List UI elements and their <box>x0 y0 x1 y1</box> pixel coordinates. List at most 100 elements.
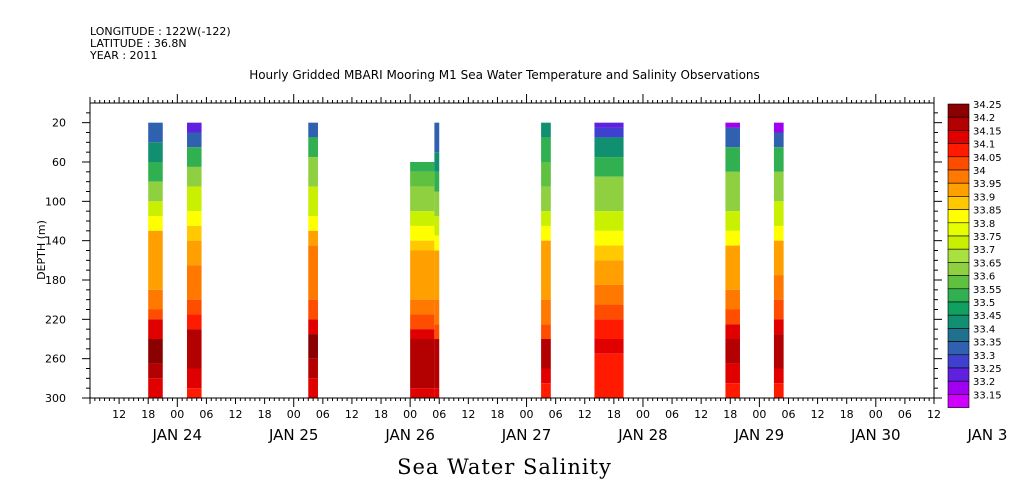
colorbar-label: 34.05 <box>973 153 1002 164</box>
profile-5-band-2 <box>541 162 551 187</box>
profile-1-band-0 <box>187 122 202 133</box>
colorbar-swatch <box>947 235 970 250</box>
profile-5-band-0 <box>541 122 551 138</box>
profile-7-band-9 <box>725 324 740 339</box>
profile-3-band-9 <box>410 329 435 339</box>
profile-5-band-5 <box>541 225 551 241</box>
profile-4-band-9 <box>434 339 440 389</box>
profile-7-band-12 <box>725 383 740 398</box>
profile-8-band-5 <box>773 225 784 241</box>
x-day-label: JAN 29 <box>734 426 785 444</box>
x-hour-label: 00 <box>520 408 534 421</box>
x-hour-label: 12 <box>461 408 475 421</box>
profile-5-band-1 <box>541 137 551 162</box>
x-hour-label: 12 <box>578 408 592 421</box>
profile-7-band-5 <box>725 230 740 246</box>
y-tick-label: 20 <box>52 117 66 130</box>
profile-0-band-10 <box>148 339 163 364</box>
colorbar-label: 34.15 <box>973 126 1002 137</box>
profile-3-band-0 <box>410 162 435 172</box>
colorbar-swatch <box>947 341 970 356</box>
profile-8-band-9 <box>773 319 784 335</box>
axis-ticks: 12 18 00 06 12 18 00 06 12 18 00 06 12 18 00 06 12 18 00 06… <box>45 94 1009 444</box>
x-hour-label: 18 <box>723 408 737 421</box>
profile-7-band-11 <box>725 363 740 384</box>
y-tick-label: 180 <box>45 274 66 287</box>
profile-0-band-7 <box>148 289 163 310</box>
profile-6-band-1 <box>594 127 624 138</box>
x-hour-label: 12 <box>229 408 243 421</box>
profile-3-band-7 <box>410 299 435 315</box>
colorbar-swatch <box>947 156 970 171</box>
colorbar-swatch <box>947 367 970 382</box>
x-hour-label: 18 <box>141 408 155 421</box>
profile-2-band-7 <box>308 299 318 320</box>
profile-2-band-5 <box>308 230 318 246</box>
profile-1-band-7 <box>187 240 202 266</box>
profile-6-band-12 <box>594 339 624 354</box>
profile-8-band-12 <box>773 383 784 398</box>
colorbar-swatch <box>947 196 970 210</box>
profile-1-band-3 <box>187 166 202 187</box>
colorbar-swatch <box>947 143 970 158</box>
profile-0-band-4 <box>148 201 163 217</box>
profile-6-band-3 <box>594 157 624 177</box>
x-hour-label: 00 <box>636 408 650 421</box>
profile-1-band-4 <box>187 186 202 212</box>
colorbar-label: 33.15 <box>973 390 1002 401</box>
x-hour-label: 06 <box>898 408 912 421</box>
x-day-label: JAN 24 <box>152 426 203 444</box>
profile-2-band-2 <box>308 157 318 187</box>
profile-2-band-4 <box>308 216 318 231</box>
colorbar-swatch <box>947 394 970 408</box>
x-day-label: JAN 31 <box>966 426 1009 444</box>
profile-8-band-3 <box>773 171 784 202</box>
chart-title: Hourly Gridded MBARI Mooring M1 Sea Wate… <box>249 68 760 82</box>
profile-8-band-0 <box>773 122 784 133</box>
x-day-label: JAN 28 <box>617 426 668 444</box>
profile-3-band-3 <box>410 211 435 226</box>
profile-6-band-9 <box>594 284 624 305</box>
longitude-label: LONGITUDE : 122W(-122) <box>90 25 231 38</box>
profile-0-band-6 <box>148 230 163 290</box>
profile-5-band-9 <box>541 339 551 369</box>
profile-4-band-1 <box>434 152 440 172</box>
colorbar-swatch <box>947 209 970 224</box>
profile-6-band-10 <box>594 304 624 320</box>
colorbar-swatch <box>947 288 970 303</box>
profile-4-band-8 <box>434 324 440 339</box>
profile-2-band-8 <box>308 319 318 335</box>
x-hour-label: 00 <box>170 408 184 421</box>
colorbar-label: 33.9 <box>973 192 995 203</box>
colorbar-label: 33.25 <box>973 364 1002 375</box>
colorbar-swatch <box>947 248 970 263</box>
colorbar-label: 33.8 <box>973 219 995 230</box>
x-hour-label: 12 <box>112 408 126 421</box>
profile-1-band-9 <box>187 299 202 315</box>
profile-8-band-1 <box>773 132 784 148</box>
y-tick-label: 260 <box>45 353 66 366</box>
profile-3-band-10 <box>410 339 435 389</box>
profile-4-band-7 <box>434 299 440 325</box>
x-day-label: JAN 30 <box>850 426 901 444</box>
profile-1-band-5 <box>187 211 202 226</box>
y-tick-label: 300 <box>45 392 66 405</box>
colorbar-label: 33.35 <box>973 338 1002 349</box>
colorbar-label: 33.95 <box>973 179 1002 190</box>
colorbar-swatch <box>947 275 970 290</box>
x-hour-label: 00 <box>752 408 766 421</box>
profile-1-band-12 <box>187 368 202 389</box>
profile-3-band-6 <box>410 250 435 300</box>
profile-7-band-2 <box>725 147 740 172</box>
colorbar-swatch <box>947 222 970 237</box>
colorbar-label: 33.45 <box>973 311 1002 322</box>
year-label: YEAR : 2011 <box>90 49 158 62</box>
profile-6-band-2 <box>594 137 624 158</box>
profile-7-band-0 <box>725 122 740 128</box>
profile-1-band-8 <box>187 265 202 300</box>
x-hour-label: 12 <box>694 408 708 421</box>
profile-7-band-7 <box>725 289 740 310</box>
x-hour-label: 06 <box>199 408 213 421</box>
profile-4-band-4 <box>434 216 440 236</box>
profile-5-band-4 <box>541 211 551 226</box>
